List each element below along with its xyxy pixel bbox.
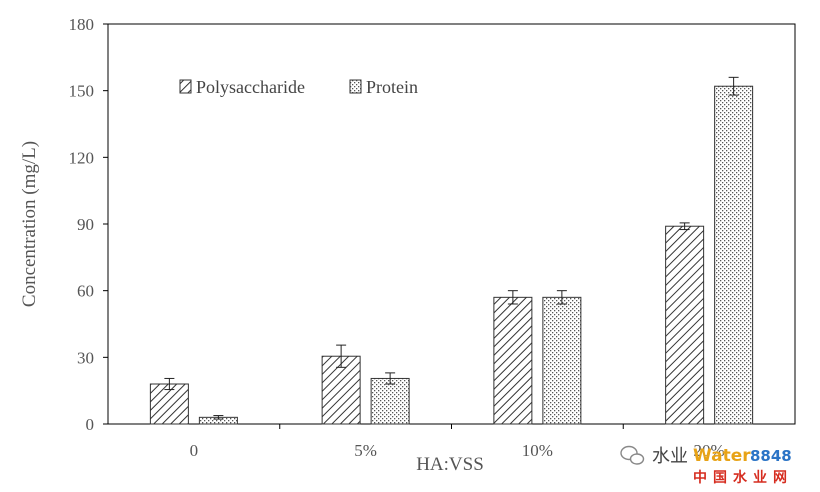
legend-label-protein: Protein <box>366 77 418 97</box>
y-axis: 0 30 60 90 120 150 180 <box>69 15 108 434</box>
y-axis-title: Concentration (mg/L) <box>19 141 40 307</box>
watermark-text: 水业 <box>652 446 688 467</box>
bar-protein <box>714 85 754 425</box>
bar-protein <box>370 377 410 425</box>
bar-polysaccharide <box>493 296 533 425</box>
x-tick-label: 5% <box>354 441 377 460</box>
legend-swatch-polysaccharide <box>179 79 192 94</box>
legend: Polysaccharide Protein <box>179 77 418 97</box>
x-axis-title: HA:VSS <box>416 454 484 475</box>
bar-polysaccharide <box>149 383 189 425</box>
watermark-brand-latin: Water <box>693 446 751 466</box>
x-tick-label: 20% <box>694 441 725 460</box>
y-tick-label: 90 <box>77 215 94 234</box>
bar-protein <box>542 296 582 425</box>
y-tick-label: 0 <box>86 415 95 434</box>
watermark-brand-number: 8848 <box>750 447 792 465</box>
watermark-brand-chinese: 中国水业网 <box>693 469 793 486</box>
x-tick-label: 10% <box>522 441 553 460</box>
watermark: 水业 Water 8848 中国水业网 <box>620 445 793 486</box>
y-tick-label: 60 <box>77 282 94 301</box>
x-axis: 0 5% 10% 20% <box>190 424 725 460</box>
y-tick-label: 120 <box>69 148 95 167</box>
bar-polysaccharide <box>665 225 705 425</box>
y-tick-label: 150 <box>69 82 95 101</box>
y-tick-label: 30 <box>77 348 94 367</box>
bars <box>149 76 754 425</box>
x-tick-label: 0 <box>190 441 199 460</box>
legend-swatch-protein <box>349 79 362 94</box>
y-tick-label: 180 <box>69 15 95 34</box>
legend-label-polysaccharide: Polysaccharide <box>196 77 305 97</box>
wechat-icon <box>620 445 645 465</box>
